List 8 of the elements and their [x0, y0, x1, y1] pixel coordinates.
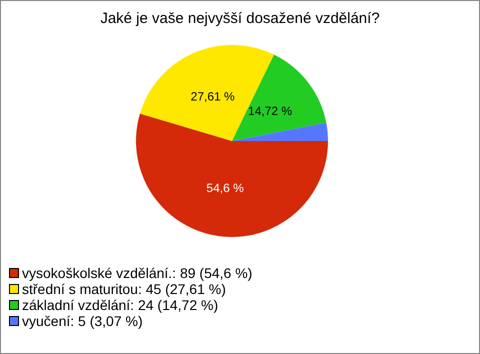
legend-label: základní vzdělání: 24 (14,72 %) [22, 297, 218, 313]
legend-label: střední s maturitou: 45 (27,61 %) [22, 281, 226, 297]
data-label: 54,6 % [206, 180, 244, 195]
chart-title: Jaké je vaše nejvyšší dosažené vzdělání? [99, 10, 381, 27]
legend-label: vysokoškolské vzdělání.: 89 (54,6 %) [22, 265, 252, 281]
legend-label: vyučení: 5 (3,07 %) [22, 313, 143, 329]
data-label: 14,72 % [248, 104, 292, 118]
data-label: 27,61 % [190, 89, 236, 104]
